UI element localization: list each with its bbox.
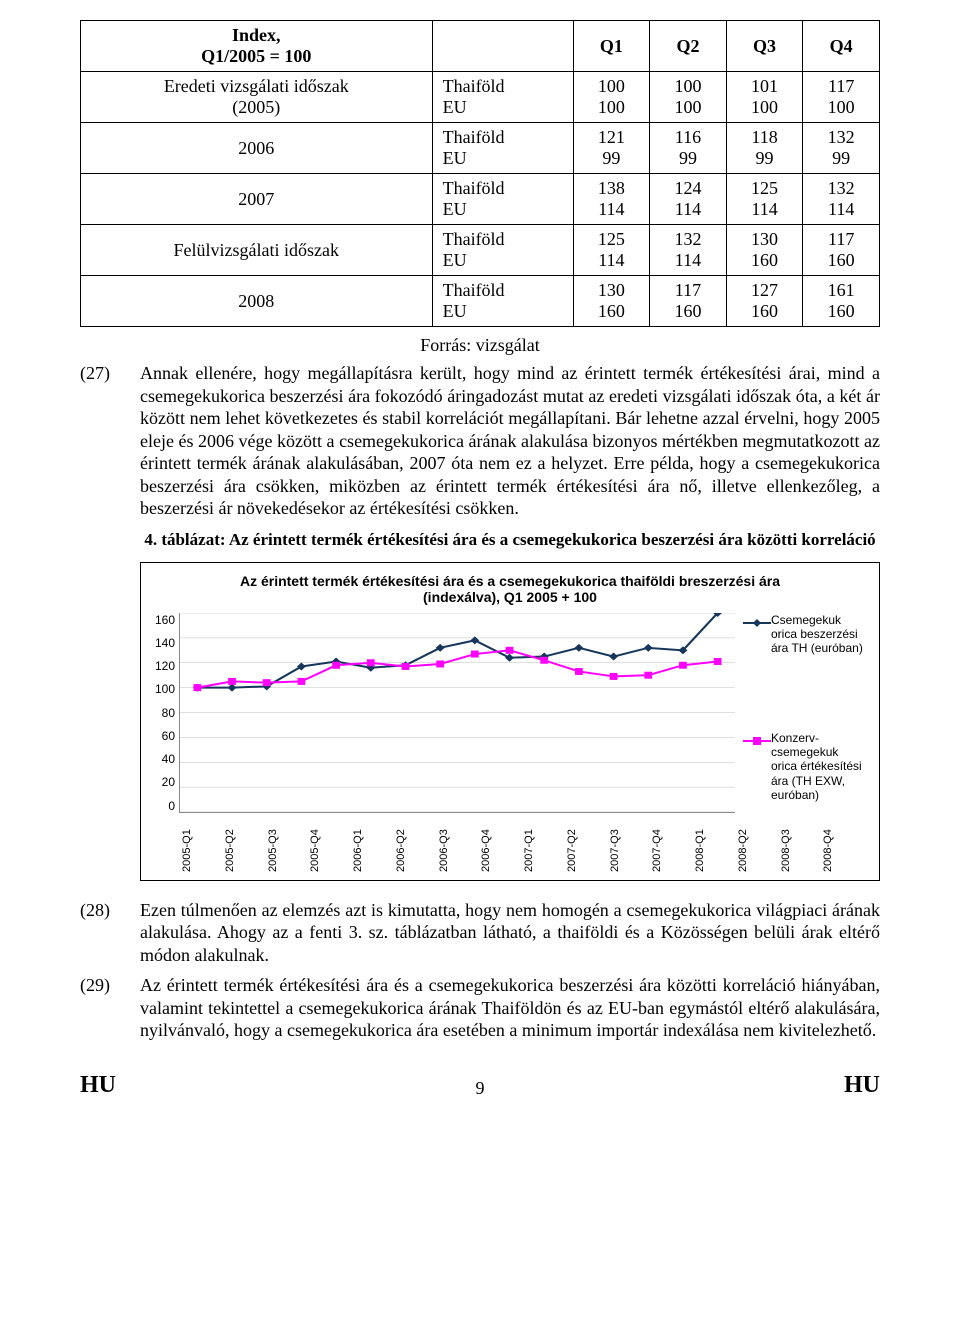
x-tick: 2005-Q4: [309, 817, 352, 872]
row-region: ThaiföldEU: [432, 72, 573, 123]
y-tick: 40: [155, 752, 175, 766]
chart-legend: Csemegekuk orica beszerzési ára TH (euró…: [735, 613, 865, 813]
y-tick: 80: [155, 706, 175, 720]
legend-swatch-icon: [743, 735, 771, 747]
y-tick: 60: [155, 729, 175, 743]
th-q2: Q2: [650, 21, 727, 72]
page-footer: HU 9 HU: [80, 1072, 880, 1099]
x-tick: 2005-Q1: [181, 817, 224, 872]
chart-title: Az érintett termék értékesítési ára és a…: [155, 573, 865, 605]
x-tick: 2006-Q1: [352, 817, 395, 872]
legend-label: Csemegekuk orica beszerzési ára TH (euró…: [771, 613, 865, 656]
cell: 125114: [726, 174, 803, 225]
row-label: 2006: [81, 123, 433, 174]
row-region: ThaiföldEU: [432, 225, 573, 276]
cell: 117160: [803, 225, 880, 276]
cell: 132114: [803, 174, 880, 225]
cell: 125114: [573, 225, 650, 276]
y-tick: 100: [155, 682, 175, 696]
legend-item: Konzerv- csemegekuk orica értékesítési á…: [743, 731, 865, 803]
y-tick: 0: [155, 799, 175, 813]
cell: 117160: [650, 276, 727, 327]
y-tick: 120: [155, 659, 175, 673]
cell: 161160: [803, 276, 880, 327]
x-tick: 2007-Q2: [566, 817, 609, 872]
th-blank: [432, 21, 573, 72]
source-line: Forrás: vizsgálat: [80, 335, 880, 356]
x-tick: 2006-Q3: [438, 817, 481, 872]
row-label: Felülvizsgálati időszak: [81, 225, 433, 276]
x-tick: 2008-Q3: [780, 817, 823, 872]
cell: 12199: [573, 123, 650, 174]
x-tick: 2006-Q2: [395, 817, 438, 872]
cell: 13299: [803, 123, 880, 174]
cell: 124114: [650, 174, 727, 225]
para-28-text: Ezen túlmenően az elemzés azt is kimutat…: [140, 899, 880, 967]
para-28-num: (28): [80, 899, 140, 967]
table-row: 2006ThaiföldEU12199116991189913299: [81, 123, 880, 174]
row-label: 2007: [81, 174, 433, 225]
chart-container: Az érintett termék értékesítési ára és a…: [140, 562, 880, 881]
th-q1: Q1: [573, 21, 650, 72]
th-q4: Q4: [803, 21, 880, 72]
cell: 11899: [726, 123, 803, 174]
chart-plot: [179, 613, 735, 813]
cell: 100100: [573, 72, 650, 123]
table-row: 2008ThaiföldEU130160117160127160161160: [81, 276, 880, 327]
x-tick: 2007-Q4: [651, 817, 694, 872]
cell: 130160: [726, 225, 803, 276]
legend-item: Csemegekuk orica beszerzési ára TH (euró…: [743, 613, 865, 656]
row-label: 2008: [81, 276, 433, 327]
cell: 130160: [573, 276, 650, 327]
row-label: Eredeti vizsgálati időszak (2005): [81, 72, 433, 123]
table-row: 2007ThaiföldEU138114124114125114132114: [81, 174, 880, 225]
x-tick: 2008-Q4: [822, 817, 865, 872]
table4-caption: 4. táblázat: Az érintett termék értékesí…: [140, 530, 880, 550]
table-row: Felülvizsgálati időszakThaiföldEU1251141…: [81, 225, 880, 276]
row-region: ThaiföldEU: [432, 174, 573, 225]
x-tick: 2007-Q3: [609, 817, 652, 872]
cell: 11699: [650, 123, 727, 174]
cell: 132114: [650, 225, 727, 276]
footer-right: HU: [844, 1072, 880, 1099]
footer-page-number: 9: [476, 1078, 485, 1099]
para-27-num: (27): [80, 362, 140, 520]
cell: 100100: [650, 72, 727, 123]
cell: 127160: [726, 276, 803, 327]
y-tick: 140: [155, 636, 175, 650]
para-29-text: Az érintett termék értékesítési ára és a…: [140, 974, 880, 1042]
x-tick: 2008-Q1: [694, 817, 737, 872]
th-q3: Q3: [726, 21, 803, 72]
x-tick: 2005-Q2: [224, 817, 267, 872]
row-region: ThaiföldEU: [432, 276, 573, 327]
row-region: ThaiföldEU: [432, 123, 573, 174]
table-row: Eredeti vizsgálati időszak (2005)Thaiföl…: [81, 72, 880, 123]
index-table: Index, Q1/2005 = 100 Q1 Q2 Q3 Q4 Eredeti…: [80, 20, 880, 327]
cell: 138114: [573, 174, 650, 225]
x-tick: 2006-Q4: [480, 817, 523, 872]
x-tick: 2008-Q2: [737, 817, 780, 872]
y-tick: 20: [155, 775, 175, 789]
legend-swatch-icon: [743, 617, 771, 629]
legend-label: Konzerv- csemegekuk orica értékesítési á…: [771, 731, 865, 803]
para-27-text: Annak ellenére, hogy megállapításra kerü…: [140, 362, 880, 520]
x-tick: 2005-Q3: [267, 817, 310, 872]
x-tick: 2007-Q1: [523, 817, 566, 872]
th-index: Index, Q1/2005 = 100: [81, 21, 433, 72]
cell: 117100: [803, 72, 880, 123]
para-29-num: (29): [80, 974, 140, 1042]
chart-y-axis: 160 140 120 100 80 60 40 20 0: [155, 613, 179, 813]
chart-x-axis: 2005-Q12005-Q22005-Q32005-Q42006-Q12006-…: [181, 817, 865, 872]
footer-left: HU: [80, 1072, 116, 1099]
y-tick: 160: [155, 613, 175, 627]
cell: 101100: [726, 72, 803, 123]
